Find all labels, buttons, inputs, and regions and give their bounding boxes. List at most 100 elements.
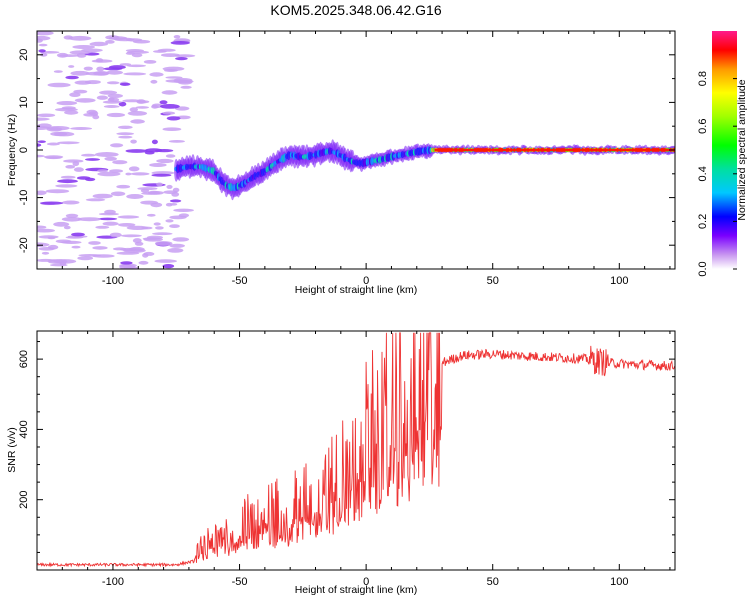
noise-blob — [71, 232, 85, 237]
noise-blob — [64, 110, 79, 115]
noise-blob — [130, 119, 145, 124]
noise-blob — [149, 163, 167, 167]
noise-blob — [128, 166, 140, 172]
noise-blob — [53, 70, 63, 73]
noise-blob — [37, 228, 55, 233]
noise-blob — [172, 187, 180, 193]
noise-blob — [83, 66, 93, 71]
noise-blob — [120, 261, 133, 265]
noise-blob — [77, 217, 101, 222]
noise-blob — [126, 50, 149, 54]
noise-blob — [131, 53, 143, 58]
noise-blob — [70, 70, 90, 76]
noise-blob — [144, 150, 155, 155]
noise-blob — [172, 237, 190, 242]
noise-blob — [78, 254, 102, 257]
noise-blob — [164, 69, 178, 72]
noise-blob — [110, 143, 124, 148]
noise-blob — [140, 188, 150, 193]
noise-blob — [63, 225, 71, 230]
noise-blob — [122, 99, 142, 103]
noise-blob — [37, 35, 51, 41]
noise-blob — [116, 251, 140, 255]
noise-blob — [38, 49, 46, 53]
noise-blob — [153, 222, 161, 226]
noise-blob — [126, 64, 146, 68]
chart-title: KOM5.2025.348.06.42.G16 — [270, 2, 441, 18]
noise-blob — [57, 141, 80, 145]
colorbar-label: Normalized spectral amplitude — [736, 79, 748, 220]
noise-blob — [68, 35, 92, 41]
noise-blob — [98, 217, 118, 221]
noise-blob — [129, 107, 138, 112]
noise-blob — [120, 234, 142, 238]
noise-blob — [39, 201, 64, 205]
noise-blob — [161, 90, 178, 95]
noise-blob — [162, 264, 175, 269]
snr-series-line — [37, 332, 675, 568]
noise-blob — [143, 60, 157, 64]
noise-blob — [68, 65, 75, 68]
noise-blob — [37, 113, 56, 118]
x-tick-label: 0 — [363, 275, 369, 287]
noise-blob — [104, 209, 116, 215]
noise-blob — [81, 153, 96, 157]
noise-blob — [76, 176, 91, 180]
noise-blob — [127, 111, 148, 116]
noise-blob — [170, 41, 190, 45]
noise-blob — [63, 159, 84, 163]
colorbar-tick-label: 0.2 — [697, 214, 709, 229]
noise-blob — [72, 45, 96, 49]
noise-blob — [169, 224, 180, 229]
colorbar-tick-label: 0.6 — [697, 119, 709, 134]
noise-blob — [118, 223, 136, 227]
noise-blob — [109, 232, 122, 238]
noise-blob — [93, 71, 110, 76]
noise-blob — [147, 190, 160, 195]
noise-blob — [165, 76, 183, 79]
noise-blob — [150, 79, 158, 84]
x-tick-label: -100 — [102, 275, 124, 287]
noise-blob — [85, 198, 106, 202]
noise-blob — [152, 232, 173, 236]
noise-blob — [154, 259, 177, 263]
noise-blob — [73, 167, 84, 172]
noise-blob — [169, 215, 187, 220]
noise-blob — [45, 156, 62, 160]
noise-blob — [95, 225, 110, 229]
noise-blob — [125, 38, 143, 42]
noise-blob — [105, 40, 115, 44]
noise-blob — [96, 66, 105, 72]
noise-blob — [55, 184, 78, 188]
noise-blob — [104, 156, 117, 161]
noise-blob — [50, 131, 68, 137]
x-tick-label: -50 — [232, 275, 248, 287]
noise-blob — [84, 80, 101, 85]
noise-blob — [69, 92, 81, 97]
noise-blob — [154, 241, 173, 246]
noise-blob — [96, 95, 108, 100]
noise-blob — [47, 259, 68, 264]
noise-blob — [165, 154, 176, 158]
noise-blob — [116, 184, 131, 189]
noise-blob — [118, 135, 133, 139]
noise-blob — [37, 117, 50, 121]
colorbar: 0.0 0.2 0.4 0.6 0.8 Normalized spectral ampl… — [697, 31, 748, 277]
noise-blob — [47, 82, 71, 88]
noise-blob — [126, 194, 144, 199]
noise-blob — [142, 237, 161, 240]
noise-blob — [72, 161, 80, 167]
noise-blob — [38, 235, 59, 239]
noise-blob — [156, 158, 174, 164]
noise-blob — [37, 31, 54, 36]
noise-blob — [151, 139, 158, 145]
noise-blob — [73, 89, 88, 94]
noise-blob — [125, 149, 148, 153]
noise-blob — [106, 70, 123, 75]
colorbar-tick-label: 0.0 — [697, 261, 709, 276]
x-tick-label: 0 — [363, 576, 369, 588]
noise-blob — [85, 158, 100, 161]
noise-blob — [46, 126, 70, 131]
snr-panel: -100 -50 0 50 100 200 400 600 Height of straig… — [6, 330, 676, 596]
